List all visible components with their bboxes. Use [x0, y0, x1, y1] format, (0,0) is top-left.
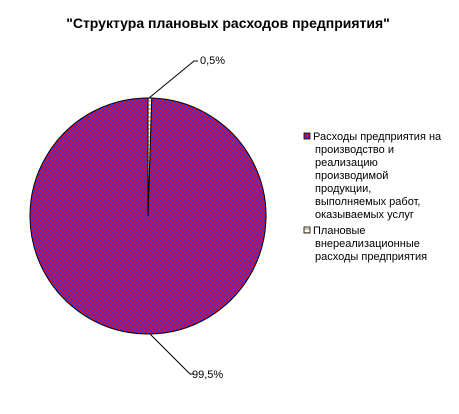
pie-slices — [29, 97, 267, 335]
leader-line-2 — [148, 60, 198, 99]
legend-label-1: Расходы предприятия на производство и реал… — [313, 131, 442, 221]
legend-swatch-2 — [303, 226, 311, 234]
leader-line-1 — [149, 333, 194, 375]
data-label-2: 0,5% — [200, 55, 225, 67]
pie-slice-2 — [147, 97, 153, 217]
pie-labels: 99,5% 0,5% — [148, 55, 225, 381]
legend-label-2: Плановые внереализационные расходы предпри… — [313, 225, 427, 263]
legend: Расходы предприятия на производство и реал… — [303, 131, 442, 263]
chart-title: "Структура плановых расходов предприятия… — [66, 15, 390, 31]
legend-swatch-1 — [303, 132, 311, 140]
data-label-1: 99,5% — [192, 369, 223, 381]
